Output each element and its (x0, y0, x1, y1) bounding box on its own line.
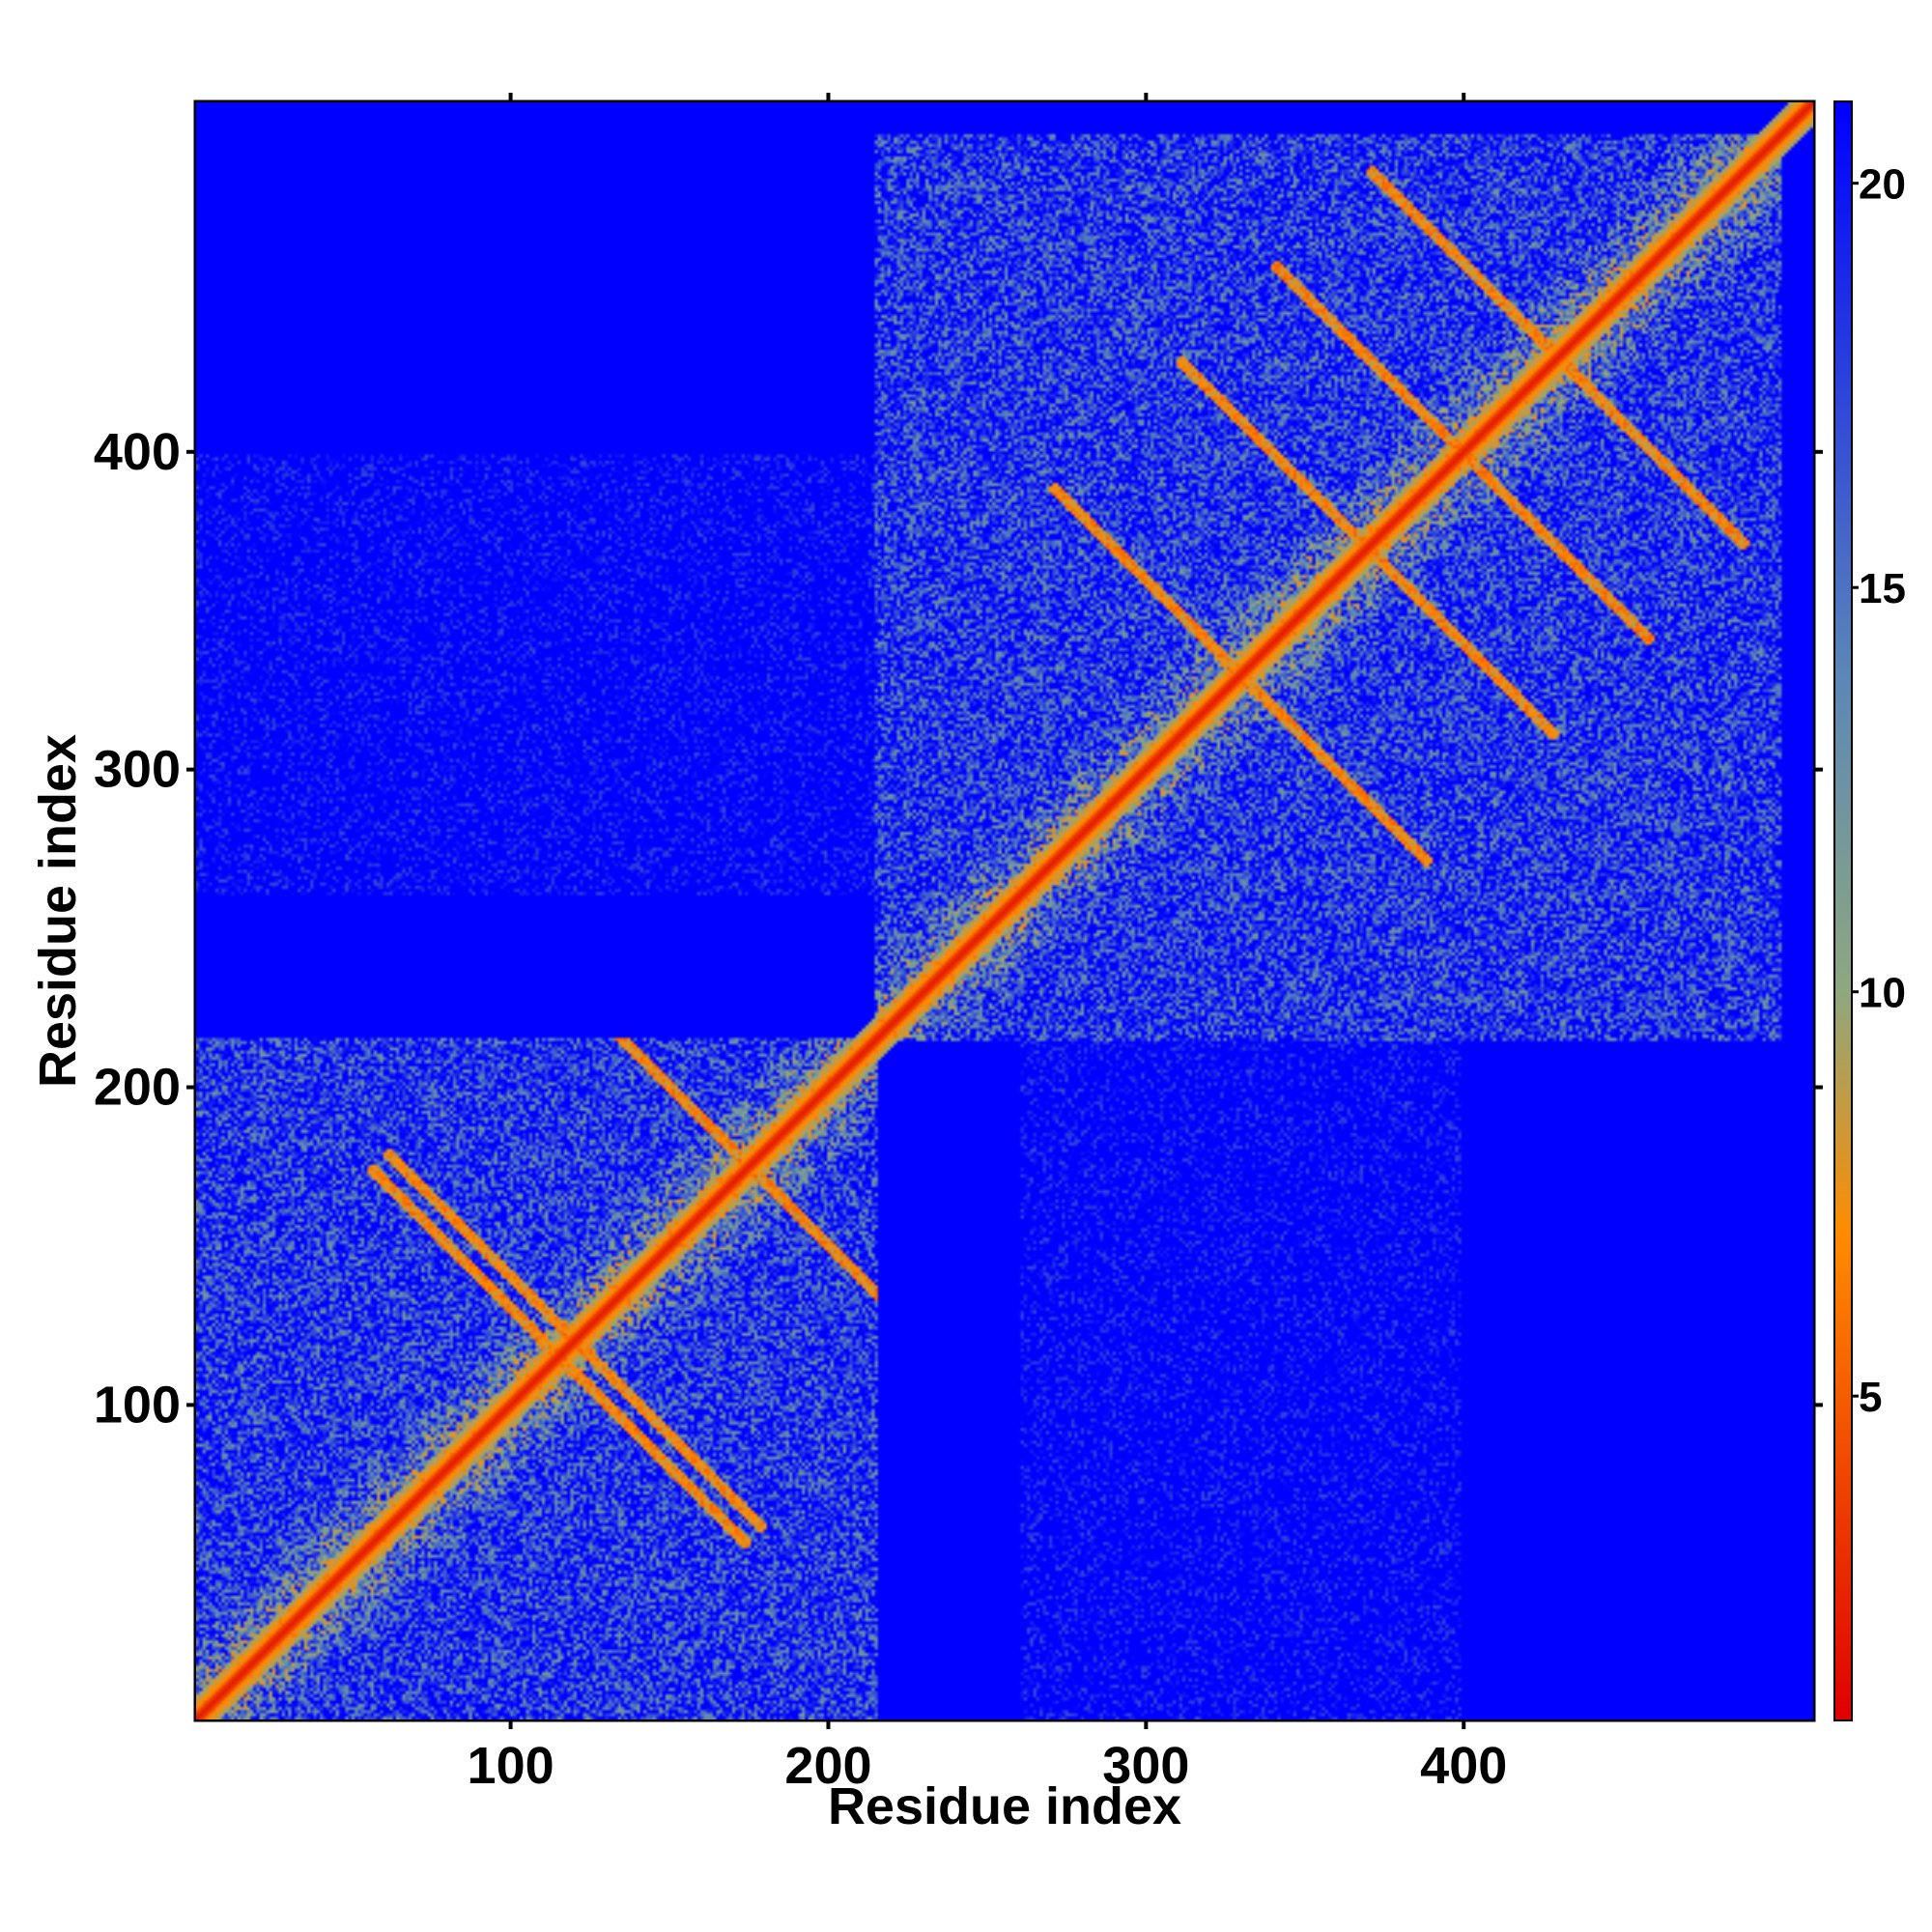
colorbar-tick-label: 5 (1859, 1374, 1882, 1421)
x-tick-label: 300 (1102, 1737, 1189, 1795)
colorbar-gradient (1835, 102, 1851, 1719)
x-axis-ticks: 100 200 300 400 (468, 93, 1507, 1795)
y-tick-label: 100 (94, 1376, 181, 1434)
y-tick-label: 400 (94, 423, 181, 481)
colorbar-ticks: 5 10 15 20 (1851, 161, 1906, 1421)
colorbar-tick-label: 15 (1859, 565, 1906, 612)
x-axis-label: Residue index (828, 1777, 1181, 1835)
y-tick-label: 300 (94, 741, 181, 799)
y-axis-ticks: 100 200 300 400 (94, 423, 1823, 1434)
x-tick-label: 200 (784, 1737, 871, 1795)
heatmap-cells (196, 102, 1813, 1719)
x-tick-label: 100 (468, 1737, 554, 1795)
x-tick-label: 400 (1420, 1737, 1507, 1795)
y-axis-label: Residue index (29, 734, 87, 1088)
colorbar-tick-label: 10 (1859, 970, 1906, 1017)
y-tick-label: 200 (94, 1059, 181, 1117)
colorbar-tick-label: 20 (1859, 161, 1906, 209)
